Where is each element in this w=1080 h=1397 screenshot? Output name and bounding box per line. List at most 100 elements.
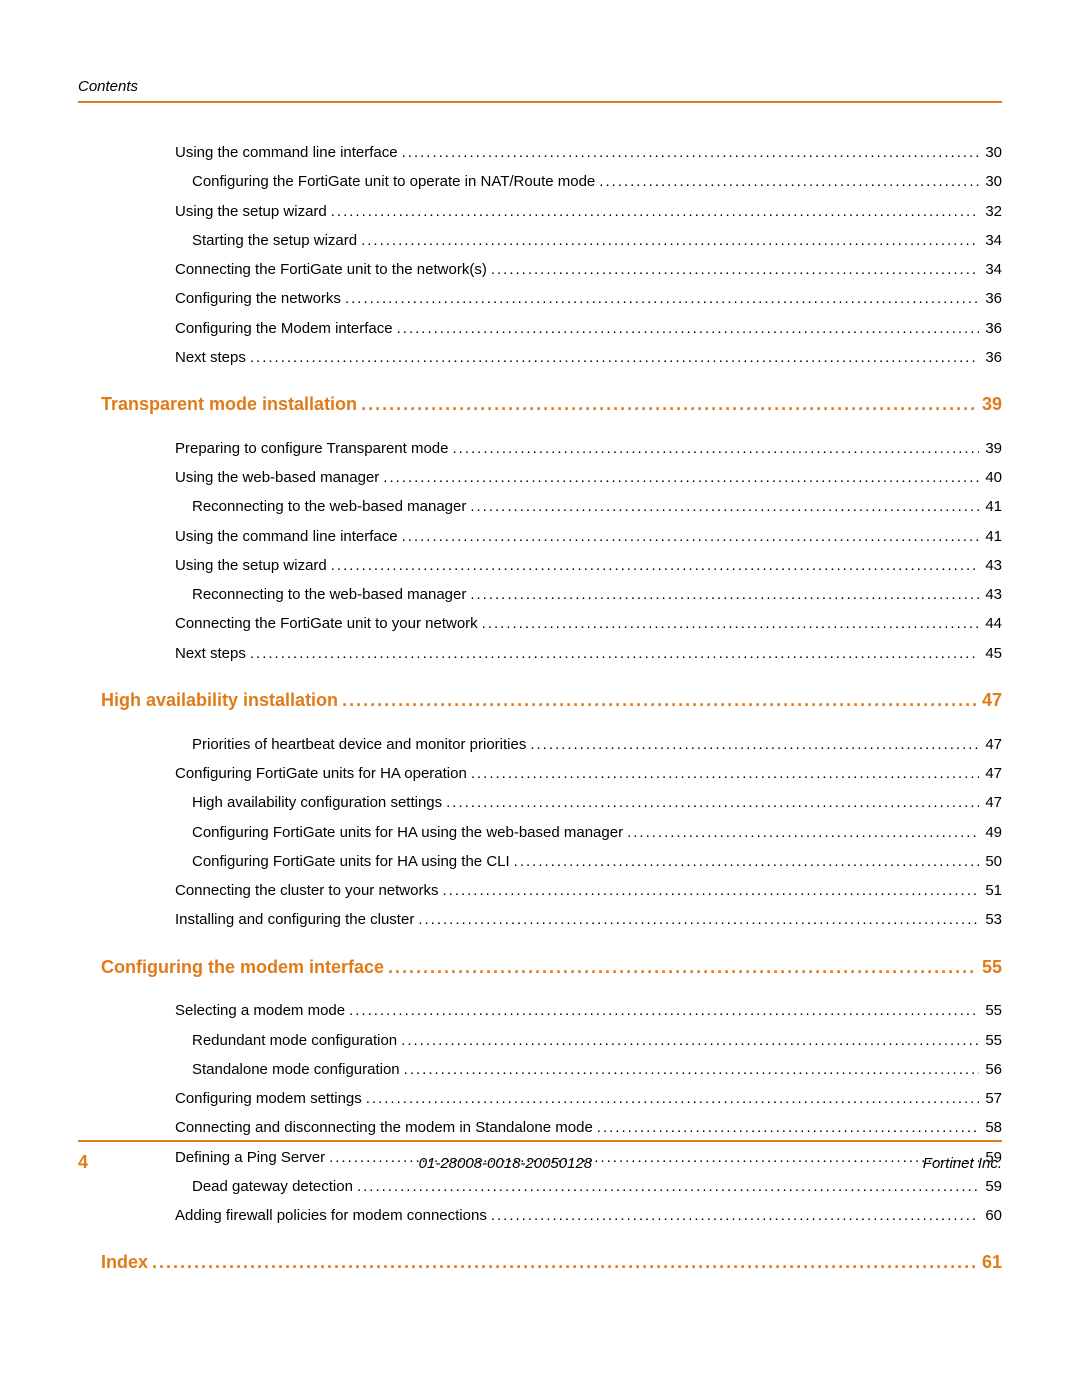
toc-leader-dots: ........................................… — [478, 612, 980, 635]
toc-entry-title: Configuring FortiGate units for HA using… — [192, 821, 623, 844]
toc-entry-page: 59 — [979, 1175, 1002, 1198]
toc-section-heading[interactable]: Configuring the modem interface.........… — [78, 954, 1002, 982]
toc-entry[interactable]: Adding firewall policies for modem conne… — [78, 1204, 1002, 1227]
toc-entry[interactable]: Dead gateway detection..................… — [78, 1175, 1002, 1198]
toc-entry-title: Standalone mode configuration — [192, 1058, 400, 1081]
toc-entry-page: 57 — [979, 1087, 1002, 1110]
toc-entry[interactable]: Configuring FortiGate units for HA opera… — [78, 762, 1002, 785]
toc-leader-dots: ........................................… — [345, 999, 979, 1022]
toc-leader-dots: ........................................… — [246, 642, 979, 665]
toc-entry[interactable]: Configuring FortiGate units for HA using… — [78, 850, 1002, 873]
toc-entry-page: 34 — [979, 258, 1002, 281]
toc-leader-dots: ........................................… — [384, 954, 976, 982]
toc-entry-title: Reconnecting to the web-based manager — [192, 495, 466, 518]
toc-entry[interactable]: Redundant mode configuration............… — [78, 1029, 1002, 1052]
toc-entry-title: Configuring modem settings — [175, 1087, 362, 1110]
toc-entry[interactable]: Using the command line interface........… — [78, 141, 1002, 164]
toc-entry[interactable]: Connecting the cluster to your networks.… — [78, 879, 1002, 902]
toc-entry-title: Installing and configuring the cluster — [175, 908, 414, 931]
toc-leader-dots: ........................................… — [526, 733, 979, 756]
footer-company: Fortinet Inc. — [923, 1155, 1002, 1172]
toc-leader-dots: ........................................… — [327, 200, 980, 223]
toc-entry[interactable]: Using the setup wizard..................… — [78, 200, 1002, 223]
toc-entry[interactable]: Using the command line interface........… — [78, 525, 1002, 548]
toc-leader-dots: ........................................… — [338, 687, 976, 715]
toc-entry-title: Preparing to configure Transparent mode — [175, 437, 449, 460]
toc-entry-title: Using the setup wizard — [175, 200, 327, 223]
toc-entry-page: 56 — [979, 1058, 1002, 1081]
toc-entry[interactable]: Connecting the FortiGate unit to the net… — [78, 258, 1002, 281]
toc-entry-page: 40 — [979, 466, 1002, 489]
toc-entry[interactable]: Starting the setup wizard...............… — [78, 229, 1002, 252]
table-of-contents: Using the command line interface........… — [78, 141, 1002, 1277]
toc-entry[interactable]: Priorities of heartbeat device and monit… — [78, 733, 1002, 756]
toc-entry-page: 51 — [979, 879, 1002, 902]
toc-entry-title: High availability installation — [101, 687, 338, 715]
toc-leader-dots: ........................................… — [398, 525, 980, 548]
toc-entry-page: 55 — [979, 999, 1002, 1022]
toc-entry[interactable]: Configuring FortiGate units for HA using… — [78, 821, 1002, 844]
toc-entry[interactable]: Using the web-based manager.............… — [78, 466, 1002, 489]
toc-entry-page: 30 — [979, 141, 1002, 164]
toc-entry-title: Configuring the Modem interface — [175, 317, 393, 340]
toc-entry-page: 47 — [979, 733, 1002, 756]
toc-entry-title: Dead gateway detection — [192, 1175, 353, 1198]
toc-entry[interactable]: Preparing to configure Transparent mode.… — [78, 437, 1002, 460]
toc-leader-dots: ........................................… — [327, 554, 980, 577]
toc-leader-dots: ........................................… — [414, 908, 979, 931]
toc-leader-dots: ........................................… — [148, 1249, 976, 1277]
toc-entry-title: Configuring FortiGate units for HA using… — [192, 850, 510, 873]
toc-entry-title: Priorities of heartbeat device and monit… — [192, 733, 526, 756]
toc-section-heading[interactable]: Transparent mode installation...........… — [78, 391, 1002, 419]
toc-entry[interactable]: Connecting the FortiGate unit to your ne… — [78, 612, 1002, 635]
toc-entry[interactable]: Configuring the Modem interface.........… — [78, 317, 1002, 340]
toc-entry-title: Connecting the cluster to your networks — [175, 879, 438, 902]
toc-entry[interactable]: Installing and configuring the cluster..… — [78, 908, 1002, 931]
toc-entry[interactable]: Standalone mode configuration...........… — [78, 1058, 1002, 1081]
toc-entry-page: 43 — [979, 554, 1002, 577]
toc-entry-title: Configuring the modem interface — [101, 954, 384, 982]
toc-entry[interactable]: Next steps..............................… — [78, 642, 1002, 665]
toc-entry[interactable]: Next steps..............................… — [78, 346, 1002, 369]
toc-entry[interactable]: Using the setup wizard..................… — [78, 554, 1002, 577]
footer-row: 4 01-28008-0018-20050128 Fortinet Inc. — [78, 1152, 1002, 1173]
toc-leader-dots: ........................................… — [467, 762, 979, 785]
page-footer: 4 01-28008-0018-20050128 Fortinet Inc. — [78, 1140, 1002, 1173]
toc-entry[interactable]: Selecting a modem mode..................… — [78, 999, 1002, 1022]
toc-entry-page: 36 — [979, 317, 1002, 340]
toc-entry-title: Index — [101, 1249, 148, 1277]
toc-entry-page: 41 — [979, 525, 1002, 548]
toc-leader-dots: ........................................… — [442, 791, 979, 814]
toc-entry[interactable]: Configuring modem settings..............… — [78, 1087, 1002, 1110]
toc-entry-page: 45 — [979, 642, 1002, 665]
toc-entry-title: Next steps — [175, 642, 246, 665]
toc-entry[interactable]: Connecting and disconnecting the modem i… — [78, 1116, 1002, 1139]
toc-leader-dots: ........................................… — [398, 141, 980, 164]
toc-entry-title: Transparent mode installation — [101, 391, 357, 419]
toc-entry[interactable]: High availability configuration settings… — [78, 791, 1002, 814]
toc-entry-page: 36 — [979, 346, 1002, 369]
toc-entry-page: 61 — [976, 1249, 1002, 1277]
toc-entry-title: Using the setup wizard — [175, 554, 327, 577]
toc-entry-page: 39 — [979, 437, 1002, 460]
toc-leader-dots: ........................................… — [362, 1087, 980, 1110]
toc-leader-dots: ........................................… — [449, 437, 980, 460]
toc-entry[interactable]: Reconnecting to the web-based manager...… — [78, 495, 1002, 518]
toc-section-heading[interactable]: High availability installation..........… — [78, 687, 1002, 715]
toc-entry-title: Next steps — [175, 346, 246, 369]
toc-entry[interactable]: Configuring the networks................… — [78, 287, 1002, 310]
toc-entry-page: 50 — [979, 850, 1002, 873]
toc-entry-page: 53 — [979, 908, 1002, 931]
toc-entry[interactable]: Configuring the FortiGate unit to operat… — [78, 170, 1002, 193]
toc-leader-dots: ........................................… — [595, 170, 979, 193]
toc-entry-title: Using the web-based manager — [175, 466, 379, 489]
toc-leader-dots: ........................................… — [397, 1029, 979, 1052]
toc-entry-page: 55 — [976, 954, 1002, 982]
toc-entry-title: Selecting a modem mode — [175, 999, 345, 1022]
toc-leader-dots: ........................................… — [510, 850, 980, 873]
toc-entry-title: Configuring the networks — [175, 287, 341, 310]
toc-entry-page: 49 — [979, 821, 1002, 844]
toc-entry[interactable]: Reconnecting to the web-based manager...… — [78, 583, 1002, 606]
toc-section-heading[interactable]: Index...................................… — [78, 1249, 1002, 1277]
toc-entry-title: Configuring FortiGate units for HA opera… — [175, 762, 467, 785]
